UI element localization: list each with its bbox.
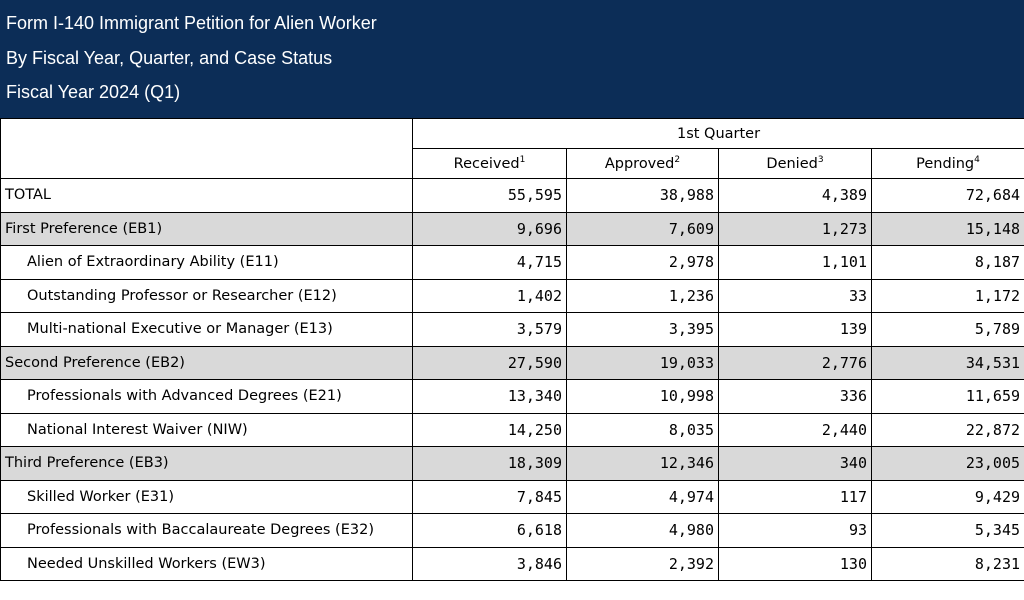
row-label-header	[0, 118, 413, 179]
row-label: Second Preference (EB2)	[0, 345, 413, 380]
value-cell: 2,440	[718, 412, 872, 447]
value-cell: 19,033	[566, 345, 719, 380]
table-row: Outstanding Professor or Researcher (E12…	[0, 278, 1024, 313]
column-header-pending: Pending4	[870, 148, 1024, 179]
value-cell: 6,618	[412, 513, 567, 548]
report-period: Fiscal Year 2024 (Q1)	[6, 82, 181, 102]
value-cell: 117	[718, 479, 872, 514]
footnote-marker: 2	[674, 154, 681, 165]
value-cell: 130	[718, 546, 872, 581]
value-cell: 2,978	[566, 245, 719, 280]
value-cell: 1,236	[566, 278, 719, 313]
value-cell: 340	[718, 446, 872, 481]
column-header-received: Received1	[412, 148, 567, 179]
value-cell: 4,715	[412, 245, 567, 280]
row-label: Alien of Extraordinary Ability (E11)	[0, 245, 413, 280]
value-cell: 4,974	[566, 479, 719, 514]
value-cell: 7,609	[566, 211, 719, 246]
report-subtitle: By Fiscal Year, Quarter, and Case Status	[6, 47, 333, 68]
report-header: Form I-140 Immigrant Petition for Alien …	[0, 0, 1024, 118]
category-row: First Preference (EB1) 9,696 7,609 1,273 15,…	[0, 211, 1024, 246]
table-row: National Interest Waiver (NIW) 14,250 8,03…	[0, 412, 1024, 447]
value-cell: 93	[718, 513, 872, 548]
value-cell: 9,429	[870, 479, 1024, 514]
value-cell: 14,250	[412, 412, 567, 447]
value-cell: 5,789	[870, 312, 1024, 347]
table-row: Skilled Worker (E31) 7,845 4,974 117 9,429	[0, 479, 1024, 514]
value-cell: 11,659	[870, 379, 1024, 414]
column-label: Approved	[604, 155, 675, 172]
row-label: Third Preference (EB3)	[0, 446, 413, 481]
value-cell: 2,392	[566, 546, 719, 581]
row-label: National Interest Waiver (NIW)	[0, 412, 413, 447]
value-cell: 22,872	[870, 412, 1024, 447]
value-cell: 8,035	[566, 412, 719, 447]
row-label: Outstanding Professor or Researcher (E12…	[0, 278, 413, 313]
column-label: Pending	[916, 155, 975, 172]
value-cell: 1,402	[412, 278, 567, 313]
footnote-marker: 1	[519, 154, 526, 165]
category-row: Second Preference (EB2) 27,590 19,033 2,776…	[0, 345, 1024, 380]
value-cell: 8,231	[870, 546, 1024, 581]
value-cell: 139	[718, 312, 872, 347]
column-header-approved: Approved2	[566, 148, 719, 179]
column-label: Received	[453, 155, 520, 172]
value-cell: 1,172	[870, 278, 1024, 313]
value-cell: 4,389	[718, 178, 872, 213]
value-cell: 10,998	[566, 379, 719, 414]
row-label: TOTAL	[0, 178, 413, 213]
value-cell: 13,340	[412, 379, 567, 414]
quarter-header: 1st Quarter	[411, 118, 1024, 149]
value-cell: 2,776	[718, 345, 872, 380]
column-label: Denied	[766, 155, 818, 172]
table-row: Needed Unskilled Workers (EW3) 3,846 2,392…	[0, 546, 1024, 581]
value-cell: 23,005	[870, 446, 1024, 481]
value-cell: 8,187	[870, 245, 1024, 280]
value-cell: 1,273	[718, 211, 872, 246]
value-cell: 1,101	[718, 245, 872, 280]
value-cell: 12,346	[566, 446, 719, 481]
value-cell: 336	[718, 379, 872, 414]
value-cell: 4,980	[566, 513, 719, 548]
value-cell: 9,696	[412, 211, 567, 246]
table-body: TOTAL 55,595 38,988 4,389 72,684 First Prefer…	[0, 178, 1024, 581]
row-label: Multi-national Executive or Manager (E13…	[0, 312, 413, 347]
value-cell: 3,846	[412, 546, 567, 581]
table-row: Professionals with Advanced Degrees (E21…	[0, 379, 1024, 414]
total-row: TOTAL 55,595 38,988 4,389 72,684	[0, 178, 1024, 213]
value-cell: 33	[718, 278, 872, 313]
category-row: Third Preference (EB3) 18,309 12,346 340 23,…	[0, 446, 1024, 481]
value-cell: 7,845	[412, 479, 567, 514]
value-cell: 3,579	[412, 312, 567, 347]
footnote-marker: 4	[974, 154, 980, 165]
table-row: Multi-national Executive or Manager (E13…	[0, 312, 1024, 347]
column-header-denied: Denied3	[718, 148, 872, 179]
value-cell: 38,988	[566, 178, 719, 213]
value-cell: 15,148	[870, 211, 1024, 246]
value-cell: 55,595	[412, 178, 567, 213]
value-cell: 5,345	[870, 513, 1024, 548]
table-row: Professionals with Baccalaureate Degrees…	[0, 513, 1024, 548]
report-title: Form I-140 Immigrant Petition for Alien …	[6, 13, 377, 33]
petition-status-table: 1st Quarter Received1 Approved2 Denied3 …	[0, 118, 1024, 581]
row-label: Professionals with Baccalaureate Degrees…	[0, 513, 413, 548]
value-cell: 27,590	[412, 345, 567, 380]
row-label: Professionals with Advanced Degrees (E21…	[0, 379, 413, 414]
value-cell: 3,395	[566, 312, 719, 347]
value-cell: 18,309	[412, 446, 567, 481]
row-label: Skilled Worker (E31)	[0, 479, 413, 514]
row-label: Needed Unskilled Workers (EW3)	[0, 546, 413, 581]
row-label: First Preference (EB1)	[0, 211, 413, 246]
value-cell: 34,531	[870, 345, 1024, 380]
value-cell: 72,684	[870, 178, 1024, 213]
table-row: Alien of Extraordinary Ability (E11) 4,71…	[0, 245, 1024, 280]
footnote-marker: 3	[817, 154, 824, 165]
